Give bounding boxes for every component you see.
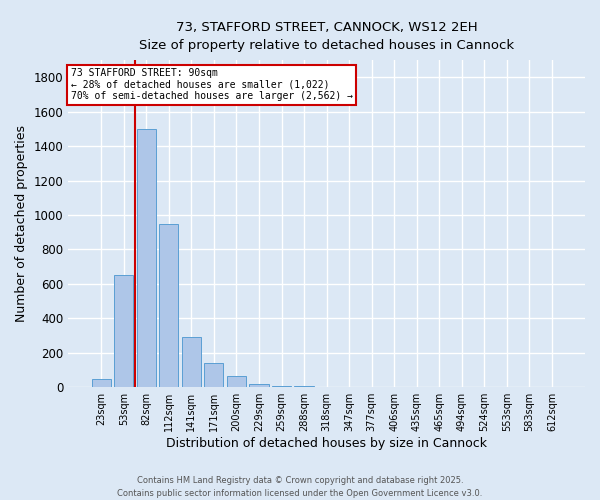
Bar xyxy=(317,386,336,387)
Bar xyxy=(92,378,111,387)
Bar xyxy=(114,276,133,387)
Y-axis label: Number of detached properties: Number of detached properties xyxy=(15,125,28,322)
Bar xyxy=(272,386,291,387)
Bar xyxy=(227,376,246,387)
Bar xyxy=(205,363,223,387)
Title: 73, STAFFORD STREET, CANNOCK, WS12 2EH
Size of property relative to detached hou: 73, STAFFORD STREET, CANNOCK, WS12 2EH S… xyxy=(139,21,514,52)
X-axis label: Distribution of detached houses by size in Cannock: Distribution of detached houses by size … xyxy=(166,437,487,450)
Bar xyxy=(182,338,201,387)
Bar xyxy=(250,384,269,387)
Bar xyxy=(295,386,314,387)
Text: 73 STAFFORD STREET: 90sqm
← 28% of detached houses are smaller (1,022)
70% of se: 73 STAFFORD STREET: 90sqm ← 28% of detac… xyxy=(71,68,353,102)
Bar xyxy=(137,129,156,387)
Text: Contains HM Land Registry data © Crown copyright and database right 2025.
Contai: Contains HM Land Registry data © Crown c… xyxy=(118,476,482,498)
Bar xyxy=(159,224,178,387)
